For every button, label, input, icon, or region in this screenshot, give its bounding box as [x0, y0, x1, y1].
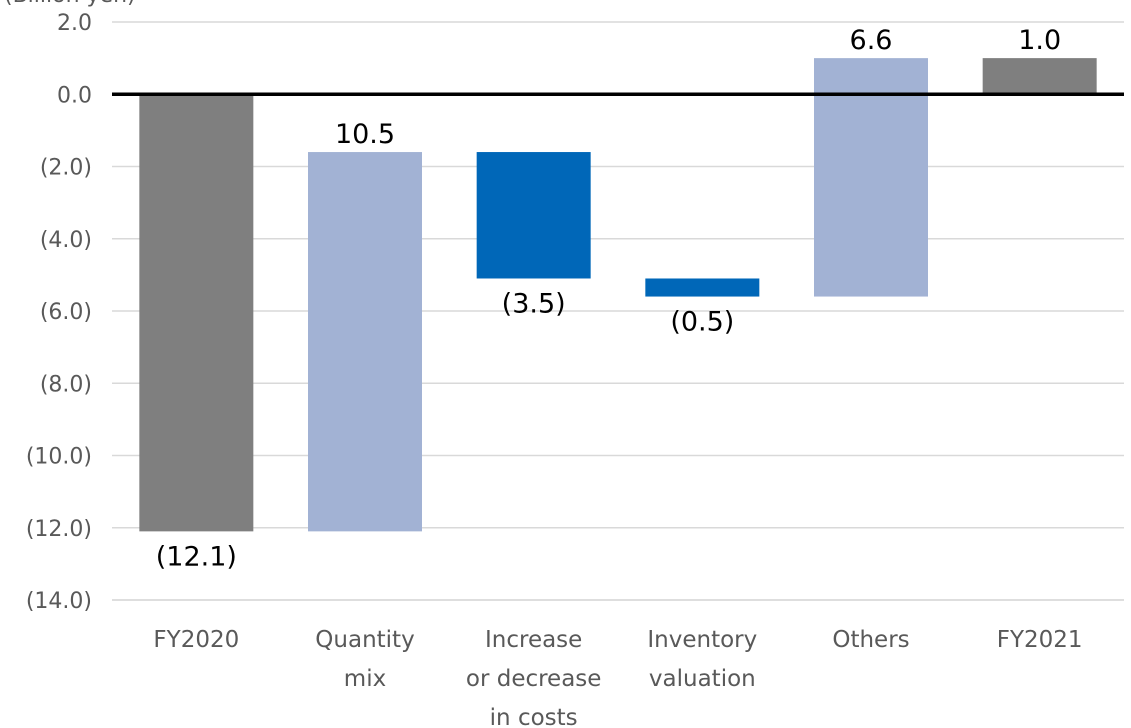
category-label: mix [344, 666, 386, 692]
category-label: valuation [649, 666, 756, 692]
category-label: in costs [490, 705, 578, 728]
data-label: 10.5 [335, 119, 395, 150]
y-tick-label: (6.0) [40, 300, 92, 325]
data-label: (0.5) [670, 307, 734, 338]
bar-increase [814, 58, 928, 297]
data-labels: (12.1) 10.5 (3.5) (0.5) 6.6 1.0 [156, 25, 1061, 572]
y-tick-label: (12.0) [26, 517, 92, 542]
y-tick-label: (8.0) [40, 372, 92, 397]
y-tick-label: (2.0) [40, 156, 92, 181]
data-label: 1.0 [1018, 25, 1061, 56]
bar-total [982, 58, 1097, 95]
data-label: (12.1) [156, 541, 237, 572]
x-axis-categories: FY2020 Quantity mix Increase or decrease in c… [153, 627, 1082, 728]
y-axis-ticks: 2.0 0.0 (2.0) (4.0) (6.0) (8.0) (10.0) (12.0) (1… [26, 11, 92, 614]
y-tick-label: 2.0 [57, 11, 92, 36]
y-tick-label: (4.0) [40, 228, 92, 253]
data-label: (3.5) [502, 288, 566, 319]
bars [139, 58, 1097, 532]
category-label: Quantity [315, 627, 414, 653]
category-label: FY2021 [997, 627, 1083, 653]
y-tick-label: (14.0) [26, 589, 92, 614]
bar-decrease [645, 278, 760, 297]
bar-decrease [476, 152, 591, 279]
grid-lines [112, 21, 1124, 601]
category-label: FY2020 [153, 627, 239, 653]
y-tick-label: 0.0 [57, 83, 92, 108]
data-label: 6.6 [850, 25, 893, 56]
y-tick-label: (10.0) [26, 445, 92, 470]
category-label: Increase [485, 627, 582, 653]
category-label: or decrease [466, 666, 602, 692]
unit-label: (Billion yen) [4, 0, 136, 8]
bar-total [139, 94, 254, 532]
category-label: Inventory [647, 627, 757, 653]
category-label: Others [832, 627, 909, 653]
bar-increase [308, 152, 422, 532]
